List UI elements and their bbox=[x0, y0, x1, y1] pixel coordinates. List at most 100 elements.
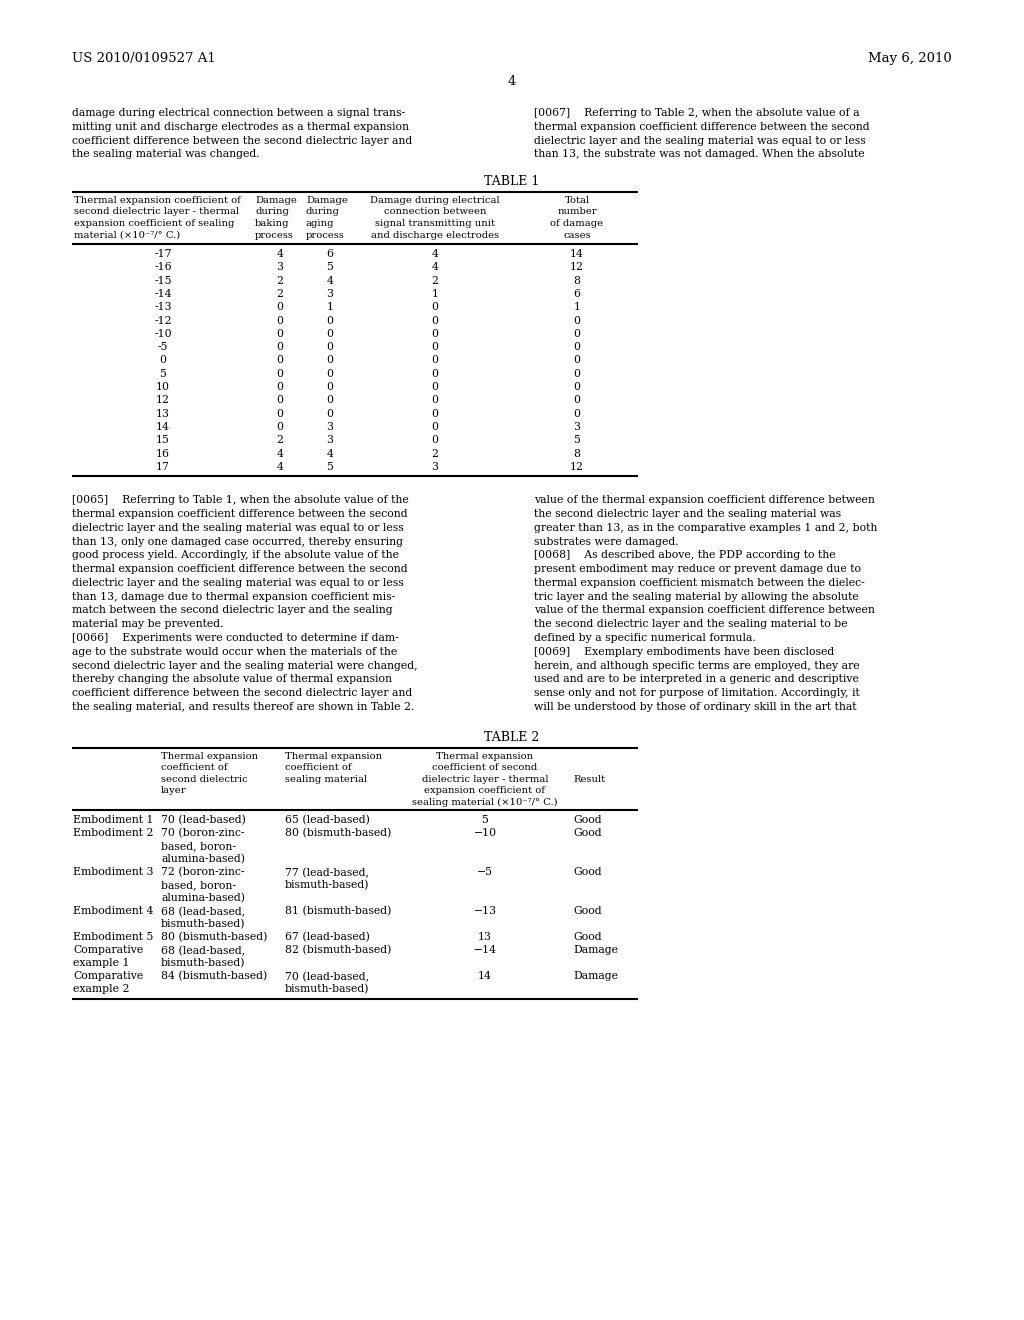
Text: dielectric layer - thermal: dielectric layer - thermal bbox=[422, 775, 548, 784]
Text: 2: 2 bbox=[431, 276, 438, 285]
Text: thermal expansion coefficient mismatch between the dielec-: thermal expansion coefficient mismatch b… bbox=[534, 578, 864, 587]
Text: 3: 3 bbox=[327, 289, 334, 298]
Text: 3: 3 bbox=[327, 422, 334, 432]
Text: 0: 0 bbox=[431, 368, 438, 379]
Text: 3: 3 bbox=[327, 436, 334, 445]
Text: based, boron-: based, boron- bbox=[161, 880, 236, 891]
Text: 0: 0 bbox=[327, 368, 334, 379]
Text: second dielectric: second dielectric bbox=[161, 775, 248, 784]
Text: Embodiment 3: Embodiment 3 bbox=[73, 867, 154, 878]
Text: value of the thermal expansion coefficient difference between: value of the thermal expansion coefficie… bbox=[534, 495, 874, 506]
Text: coefficient of second: coefficient of second bbox=[432, 763, 538, 772]
Text: -10: -10 bbox=[155, 329, 172, 339]
Text: used and are to be interpreted in a generic and descriptive: used and are to be interpreted in a gene… bbox=[534, 675, 859, 685]
Text: 13: 13 bbox=[478, 932, 492, 942]
Text: Damage during electrical: Damage during electrical bbox=[371, 195, 500, 205]
Text: -5: -5 bbox=[158, 342, 168, 352]
Text: 6: 6 bbox=[327, 249, 334, 259]
Text: number: number bbox=[557, 207, 597, 216]
Text: 70 (boron-zinc-: 70 (boron-zinc- bbox=[161, 829, 245, 838]
Text: value of the thermal expansion coefficient difference between: value of the thermal expansion coefficie… bbox=[534, 606, 874, 615]
Text: example 1: example 1 bbox=[73, 958, 129, 969]
Text: US 2010/0109527 A1: US 2010/0109527 A1 bbox=[72, 51, 216, 65]
Text: Good: Good bbox=[573, 867, 602, 878]
Text: 2: 2 bbox=[276, 436, 284, 445]
Text: 0: 0 bbox=[573, 409, 581, 418]
Text: 65 (lead-based): 65 (lead-based) bbox=[285, 816, 370, 826]
Text: thermal expansion coefficient difference between the second: thermal expansion coefficient difference… bbox=[534, 121, 869, 132]
Text: 0: 0 bbox=[431, 436, 438, 445]
Text: aging: aging bbox=[306, 219, 335, 228]
Text: 0: 0 bbox=[276, 315, 284, 326]
Text: 15: 15 bbox=[156, 436, 170, 445]
Text: 0: 0 bbox=[327, 315, 334, 326]
Text: 0: 0 bbox=[276, 355, 284, 366]
Text: 8: 8 bbox=[573, 276, 581, 285]
Text: -14: -14 bbox=[155, 289, 172, 298]
Text: coefficient difference between the second dielectric layer and: coefficient difference between the secon… bbox=[72, 688, 413, 698]
Text: 0: 0 bbox=[276, 422, 284, 432]
Text: Thermal expansion coefficient of: Thermal expansion coefficient of bbox=[74, 195, 241, 205]
Text: Thermal expansion: Thermal expansion bbox=[161, 752, 258, 760]
Text: 3: 3 bbox=[276, 263, 284, 272]
Text: 0: 0 bbox=[431, 355, 438, 366]
Text: 4: 4 bbox=[508, 75, 516, 88]
Text: −5: −5 bbox=[477, 867, 493, 878]
Text: material (×10⁻⁷/° C.): material (×10⁻⁷/° C.) bbox=[74, 231, 180, 239]
Text: material may be prevented.: material may be prevented. bbox=[72, 619, 223, 630]
Text: 0: 0 bbox=[327, 409, 334, 418]
Text: bismuth-based): bismuth-based) bbox=[285, 985, 370, 995]
Text: mitting unit and discharge electrodes as a thermal expansion: mitting unit and discharge electrodes as… bbox=[72, 121, 409, 132]
Text: the second dielectric layer and the sealing material was: the second dielectric layer and the seal… bbox=[534, 510, 841, 519]
Text: 68 (lead-based,: 68 (lead-based, bbox=[161, 907, 246, 917]
Text: 4: 4 bbox=[327, 276, 334, 285]
Text: greater than 13, as in the comparative examples 1 and 2, both: greater than 13, as in the comparative e… bbox=[534, 523, 878, 533]
Text: 0: 0 bbox=[160, 355, 167, 366]
Text: 1: 1 bbox=[431, 289, 438, 298]
Text: present embodiment may reduce or prevent damage due to: present embodiment may reduce or prevent… bbox=[534, 564, 861, 574]
Text: 0: 0 bbox=[431, 329, 438, 339]
Text: 0: 0 bbox=[276, 395, 284, 405]
Text: coefficient of: coefficient of bbox=[285, 763, 351, 772]
Text: layer: layer bbox=[161, 787, 186, 796]
Text: process: process bbox=[306, 231, 345, 239]
Text: based, boron-: based, boron- bbox=[161, 841, 236, 851]
Text: sealing material (×10⁻⁷/° C.): sealing material (×10⁻⁷/° C.) bbox=[413, 797, 558, 807]
Text: baking: baking bbox=[255, 219, 290, 228]
Text: 0: 0 bbox=[276, 302, 284, 313]
Text: alumina-based): alumina-based) bbox=[161, 854, 245, 865]
Text: sense only and not for purpose of limitation. Accordingly, it: sense only and not for purpose of limita… bbox=[534, 688, 860, 698]
Text: 0: 0 bbox=[327, 329, 334, 339]
Text: thereby changing the absolute value of thermal expansion: thereby changing the absolute value of t… bbox=[72, 675, 392, 685]
Text: 0: 0 bbox=[573, 368, 581, 379]
Text: [0065]    Referring to Table 1, when the absolute value of the: [0065] Referring to Table 1, when the ab… bbox=[72, 495, 409, 506]
Text: bismuth-based): bismuth-based) bbox=[161, 920, 246, 929]
Text: TABLE 1: TABLE 1 bbox=[484, 176, 540, 187]
Text: 0: 0 bbox=[573, 315, 581, 326]
Text: 5: 5 bbox=[573, 436, 581, 445]
Text: sealing material: sealing material bbox=[285, 775, 368, 784]
Text: 16: 16 bbox=[156, 449, 170, 458]
Text: Embodiment 4: Embodiment 4 bbox=[73, 907, 154, 916]
Text: -16: -16 bbox=[155, 263, 172, 272]
Text: 0: 0 bbox=[431, 409, 438, 418]
Text: 10: 10 bbox=[156, 381, 170, 392]
Text: 4: 4 bbox=[276, 449, 284, 458]
Text: expansion coefficient of: expansion coefficient of bbox=[425, 787, 546, 796]
Text: −13: −13 bbox=[473, 907, 497, 916]
Text: 0: 0 bbox=[431, 422, 438, 432]
Text: 5: 5 bbox=[327, 462, 334, 471]
Text: the sealing material was changed.: the sealing material was changed. bbox=[72, 149, 260, 160]
Text: 72 (boron-zinc-: 72 (boron-zinc- bbox=[161, 867, 245, 878]
Text: 0: 0 bbox=[327, 395, 334, 405]
Text: 0: 0 bbox=[431, 342, 438, 352]
Text: 2: 2 bbox=[276, 276, 284, 285]
Text: 80 (bismuth-based): 80 (bismuth-based) bbox=[161, 932, 267, 942]
Text: 5: 5 bbox=[160, 368, 167, 379]
Text: 84 (bismuth-based): 84 (bismuth-based) bbox=[161, 972, 267, 982]
Text: [0068]    As described above, the PDP according to the: [0068] As described above, the PDP accor… bbox=[534, 550, 836, 560]
Text: 12: 12 bbox=[156, 395, 170, 405]
Text: 1: 1 bbox=[327, 302, 334, 313]
Text: 77 (lead-based,: 77 (lead-based, bbox=[285, 867, 369, 878]
Text: the second dielectric layer and the sealing material to be: the second dielectric layer and the seal… bbox=[534, 619, 848, 630]
